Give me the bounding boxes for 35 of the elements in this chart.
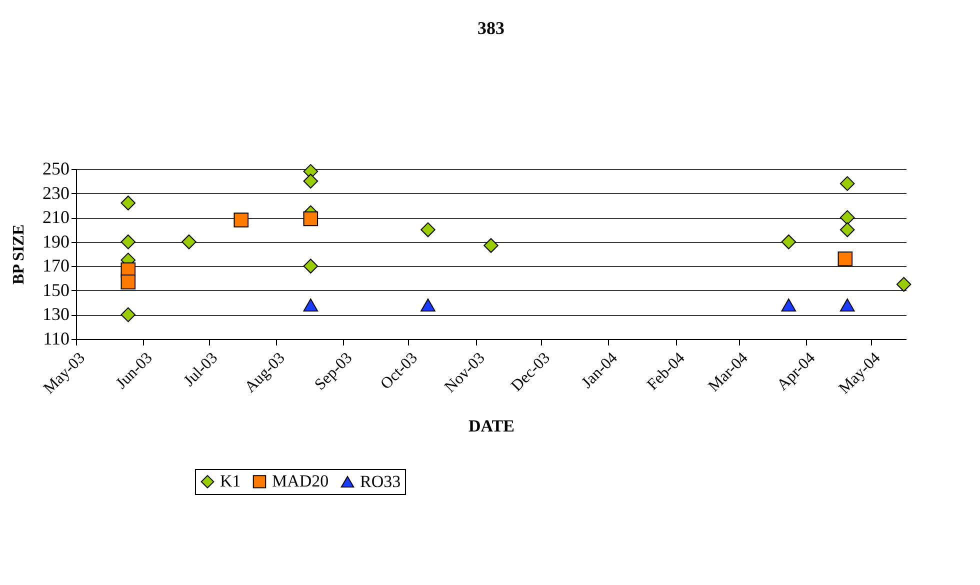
point <box>303 174 318 189</box>
y-tick-label: 150 <box>42 280 70 300</box>
point <box>840 222 855 238</box>
x-axis-title: DATE <box>468 416 514 436</box>
point <box>781 298 796 312</box>
y-tick-label: 250 <box>42 158 70 178</box>
point <box>840 298 855 312</box>
y-tick-label: 230 <box>42 182 70 203</box>
y-tick-label: 130 <box>42 304 70 324</box>
point <box>840 176 855 191</box>
y-tick-label: 170 <box>42 256 70 276</box>
legend-label: RO33 <box>360 472 401 491</box>
point <box>303 298 318 312</box>
point <box>303 258 318 274</box>
point <box>484 238 498 253</box>
y-axis-title: BP SIZE <box>10 224 28 285</box>
point <box>234 212 249 228</box>
point <box>303 211 318 226</box>
point <box>896 276 912 292</box>
point <box>120 274 136 290</box>
point <box>781 234 796 250</box>
point <box>182 234 196 250</box>
point <box>420 298 436 312</box>
y-tick-label: 190 <box>42 231 70 252</box>
point <box>120 307 136 322</box>
legend-label: K1 <box>220 472 241 491</box>
point <box>840 210 855 225</box>
point <box>420 222 436 238</box>
point <box>120 196 136 210</box>
point <box>838 251 853 266</box>
legend-label: MAD20 <box>272 472 329 491</box>
point <box>120 234 136 250</box>
chart-title: 383 <box>478 18 504 38</box>
y-tick-label: 210 <box>42 207 70 228</box>
y-tick-label: 110 <box>43 328 70 348</box>
